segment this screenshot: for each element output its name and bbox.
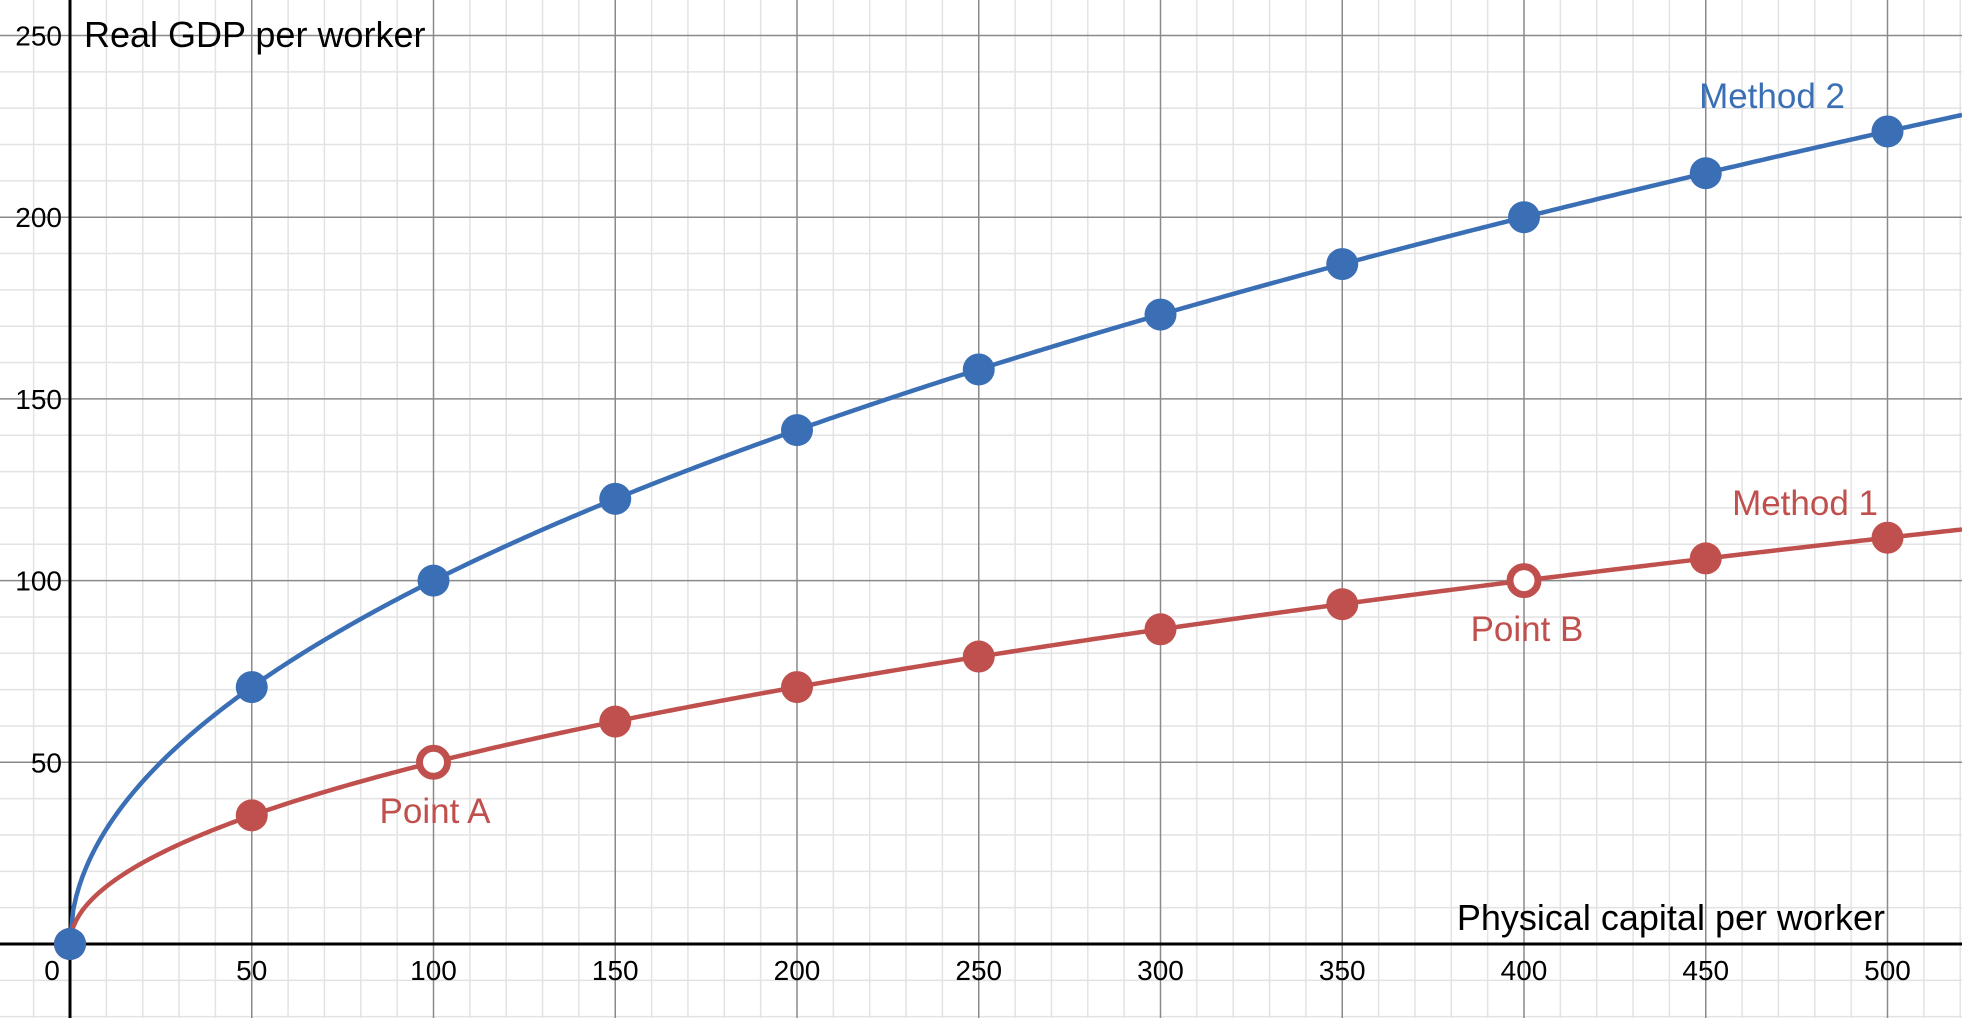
data-point-method-2: [1871, 115, 1904, 148]
data-point-method-1: [235, 799, 268, 832]
series-label-method-1: Method 1: [1732, 484, 1878, 523]
y-tick-label: 100: [15, 566, 62, 597]
y-tick-label: 200: [15, 202, 62, 233]
series-label-method-2: Method 2: [1699, 77, 1845, 116]
data-point-hollow-method-1: [1506, 563, 1542, 599]
data-point-method-1: [781, 671, 813, 704]
y-tick-label: 50: [31, 747, 62, 778]
data-point-hollow-method-1: [416, 744, 451, 780]
data-point-method-2: [1144, 298, 1177, 331]
x-tick-label: 300: [1137, 955, 1184, 986]
data-point-method-1: [599, 705, 632, 738]
data-point-method-1: [1689, 542, 1722, 575]
x-axis-title: Physical capital per worker: [1457, 897, 1885, 938]
data-point-method-2: [235, 671, 268, 704]
origin-point: [54, 928, 86, 960]
data-point-method-2: [1508, 201, 1540, 234]
x-tick-label: 250: [955, 955, 1002, 986]
annotation-point-a: Point A: [380, 792, 492, 831]
curve-method-1: [67, 527, 1962, 945]
curve-method-2: [67, 112, 1962, 945]
data-point-method-2: [1326, 248, 1359, 281]
data-point-method-1: [1871, 521, 1904, 554]
annotation-point-b: Point B: [1471, 610, 1584, 649]
data-point-method-1: [962, 640, 995, 673]
data-point-method-1: [1144, 613, 1177, 646]
data-point-method-2: [1689, 157, 1722, 190]
x-tick-label: 50: [236, 955, 267, 986]
data-point-method-2: [962, 353, 995, 386]
data-point-method-2: [599, 482, 632, 515]
y-tick-label: 150: [15, 384, 62, 415]
x-tick-label: 0: [44, 955, 60, 986]
x-tick-label: 200: [774, 955, 821, 986]
x-tick-label: 500: [1864, 955, 1911, 986]
x-tick-label: 400: [1501, 955, 1548, 986]
data-point-method-1: [1326, 588, 1359, 621]
x-tick-label: 350: [1319, 955, 1366, 986]
x-tick-label: 450: [1682, 955, 1729, 986]
y-tick-label: 250: [15, 21, 62, 52]
x-tick-label: 150: [592, 955, 639, 986]
data-point-method-2: [417, 564, 450, 597]
x-tick-label: 100: [410, 955, 457, 986]
data-point-method-2: [781, 414, 813, 447]
y-axis-title: Real GDP per worker: [84, 14, 425, 55]
